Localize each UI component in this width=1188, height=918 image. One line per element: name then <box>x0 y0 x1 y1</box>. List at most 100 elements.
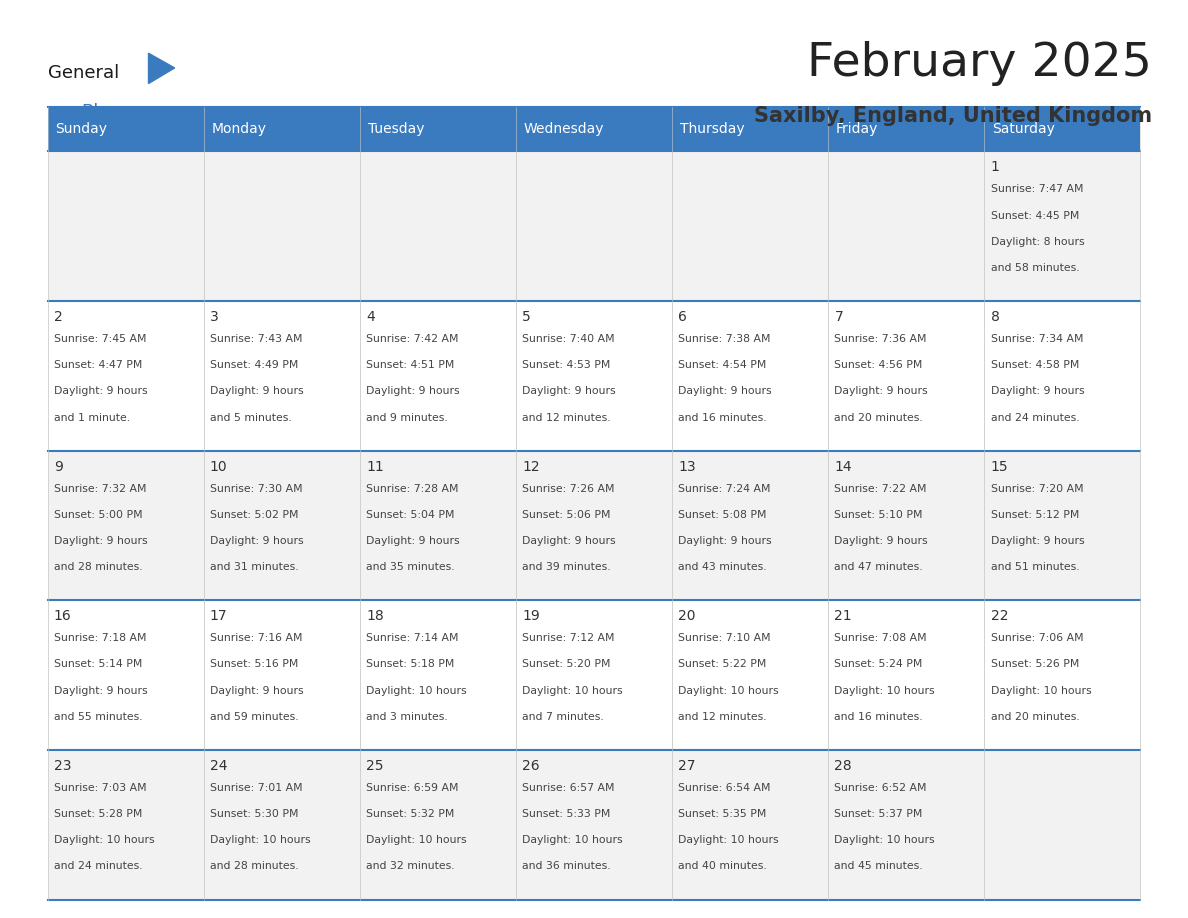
Text: 23: 23 <box>53 759 71 773</box>
Text: Sunrise: 7:20 AM: Sunrise: 7:20 AM <box>991 484 1083 494</box>
Text: Sunrise: 6:59 AM: Sunrise: 6:59 AM <box>366 783 459 793</box>
Text: Daylight: 10 hours: Daylight: 10 hours <box>366 835 467 845</box>
Bar <box>828 107 985 151</box>
Text: 2: 2 <box>53 310 63 324</box>
Text: Sunset: 5:37 PM: Sunset: 5:37 PM <box>834 809 923 819</box>
Text: Sunset: 4:47 PM: Sunset: 4:47 PM <box>53 360 143 370</box>
Text: Monday: Monday <box>211 122 266 137</box>
Text: 4: 4 <box>366 310 374 324</box>
Bar <box>985 600 1140 750</box>
Bar <box>672 600 828 750</box>
Text: Daylight: 9 hours: Daylight: 9 hours <box>210 686 303 696</box>
Text: Daylight: 9 hours: Daylight: 9 hours <box>991 536 1085 546</box>
Bar <box>516 750 672 900</box>
Text: Sunset: 5:16 PM: Sunset: 5:16 PM <box>210 659 298 669</box>
Text: and 58 minutes.: and 58 minutes. <box>991 263 1079 273</box>
Text: Sunset: 5:33 PM: Sunset: 5:33 PM <box>523 809 611 819</box>
Text: Saxilby, England, United Kingdom: Saxilby, England, United Kingdom <box>754 106 1152 126</box>
Text: 27: 27 <box>678 759 696 773</box>
Text: Sunrise: 7:01 AM: Sunrise: 7:01 AM <box>210 783 303 793</box>
Text: and 59 minutes.: and 59 minutes. <box>210 711 298 722</box>
Text: and 28 minutes.: and 28 minutes. <box>53 562 143 572</box>
Text: and 5 minutes.: and 5 minutes. <box>210 412 291 422</box>
Text: Sunset: 5:28 PM: Sunset: 5:28 PM <box>53 809 143 819</box>
Bar <box>360 600 516 750</box>
Text: 26: 26 <box>523 759 539 773</box>
Text: and 1 minute.: and 1 minute. <box>53 412 129 422</box>
Text: Sunrise: 7:34 AM: Sunrise: 7:34 AM <box>991 334 1083 344</box>
Text: Sunrise: 7:12 AM: Sunrise: 7:12 AM <box>523 633 614 644</box>
Text: Sunrise: 7:36 AM: Sunrise: 7:36 AM <box>834 334 927 344</box>
Text: Daylight: 9 hours: Daylight: 9 hours <box>834 386 928 397</box>
Text: and 28 minutes.: and 28 minutes. <box>210 861 298 871</box>
Text: Wednesday: Wednesday <box>524 122 605 137</box>
Text: and 51 minutes.: and 51 minutes. <box>991 562 1079 572</box>
Bar <box>985 151 1140 301</box>
Text: Daylight: 10 hours: Daylight: 10 hours <box>523 835 623 845</box>
Text: and 32 minutes.: and 32 minutes. <box>366 861 455 871</box>
Text: Sunrise: 7:06 AM: Sunrise: 7:06 AM <box>991 633 1083 644</box>
Text: 24: 24 <box>210 759 227 773</box>
Text: and 47 minutes.: and 47 minutes. <box>834 562 923 572</box>
Text: Sunset: 5:30 PM: Sunset: 5:30 PM <box>210 809 298 819</box>
Text: Sunrise: 7:43 AM: Sunrise: 7:43 AM <box>210 334 303 344</box>
Text: General: General <box>48 64 119 83</box>
Text: Daylight: 9 hours: Daylight: 9 hours <box>523 536 615 546</box>
Bar <box>828 301 985 451</box>
Text: and 12 minutes.: and 12 minutes. <box>678 711 767 722</box>
Text: 9: 9 <box>53 460 63 474</box>
Text: Sunset: 5:12 PM: Sunset: 5:12 PM <box>991 509 1079 520</box>
Polygon shape <box>148 53 175 84</box>
Text: and 55 minutes.: and 55 minutes. <box>53 711 143 722</box>
Text: 1: 1 <box>991 161 999 174</box>
Bar <box>672 151 828 301</box>
Text: and 24 minutes.: and 24 minutes. <box>991 412 1079 422</box>
Text: Sunrise: 6:54 AM: Sunrise: 6:54 AM <box>678 783 771 793</box>
Text: Sunrise: 7:45 AM: Sunrise: 7:45 AM <box>53 334 146 344</box>
Text: Sunset: 5:06 PM: Sunset: 5:06 PM <box>523 509 611 520</box>
Text: Sunset: 5:02 PM: Sunset: 5:02 PM <box>210 509 298 520</box>
Text: Thursday: Thursday <box>680 122 745 137</box>
Bar <box>48 600 203 750</box>
Text: Daylight: 10 hours: Daylight: 10 hours <box>53 835 154 845</box>
Text: Sunrise: 6:57 AM: Sunrise: 6:57 AM <box>523 783 614 793</box>
Text: Daylight: 9 hours: Daylight: 9 hours <box>834 536 928 546</box>
Text: Sunset: 4:58 PM: Sunset: 4:58 PM <box>991 360 1079 370</box>
Text: Daylight: 9 hours: Daylight: 9 hours <box>53 686 147 696</box>
Text: and 7 minutes.: and 7 minutes. <box>523 711 604 722</box>
Bar <box>516 600 672 750</box>
Text: Sunset: 5:08 PM: Sunset: 5:08 PM <box>678 509 766 520</box>
Text: 22: 22 <box>991 610 1009 623</box>
Bar <box>360 301 516 451</box>
Text: 15: 15 <box>991 460 1009 474</box>
Text: Sunrise: 7:28 AM: Sunrise: 7:28 AM <box>366 484 459 494</box>
Bar <box>203 451 360 600</box>
Text: 25: 25 <box>366 759 384 773</box>
Text: 16: 16 <box>53 610 71 623</box>
Text: Sunrise: 7:42 AM: Sunrise: 7:42 AM <box>366 334 459 344</box>
Bar <box>360 151 516 301</box>
Text: and 39 minutes.: and 39 minutes. <box>523 562 611 572</box>
Text: Daylight: 9 hours: Daylight: 9 hours <box>210 536 303 546</box>
Text: Sunset: 5:35 PM: Sunset: 5:35 PM <box>678 809 766 819</box>
Text: Friday: Friday <box>836 122 878 137</box>
Text: 18: 18 <box>366 610 384 623</box>
Text: Daylight: 9 hours: Daylight: 9 hours <box>53 386 147 397</box>
Text: Sunday: Sunday <box>56 122 107 137</box>
Text: Sunrise: 7:16 AM: Sunrise: 7:16 AM <box>210 633 303 644</box>
Bar <box>48 301 203 451</box>
Text: and 31 minutes.: and 31 minutes. <box>210 562 298 572</box>
Text: Daylight: 9 hours: Daylight: 9 hours <box>53 536 147 546</box>
Text: Daylight: 10 hours: Daylight: 10 hours <box>678 686 779 696</box>
Text: and 40 minutes.: and 40 minutes. <box>678 861 767 871</box>
Text: and 20 minutes.: and 20 minutes. <box>834 412 923 422</box>
Bar <box>360 451 516 600</box>
Bar <box>828 451 985 600</box>
Text: Daylight: 9 hours: Daylight: 9 hours <box>678 536 772 546</box>
Text: and 20 minutes.: and 20 minutes. <box>991 711 1080 722</box>
Text: and 43 minutes.: and 43 minutes. <box>678 562 767 572</box>
Text: 28: 28 <box>834 759 852 773</box>
Text: Sunrise: 7:24 AM: Sunrise: 7:24 AM <box>678 484 771 494</box>
Text: Sunset: 4:49 PM: Sunset: 4:49 PM <box>210 360 298 370</box>
Text: Sunrise: 7:38 AM: Sunrise: 7:38 AM <box>678 334 771 344</box>
